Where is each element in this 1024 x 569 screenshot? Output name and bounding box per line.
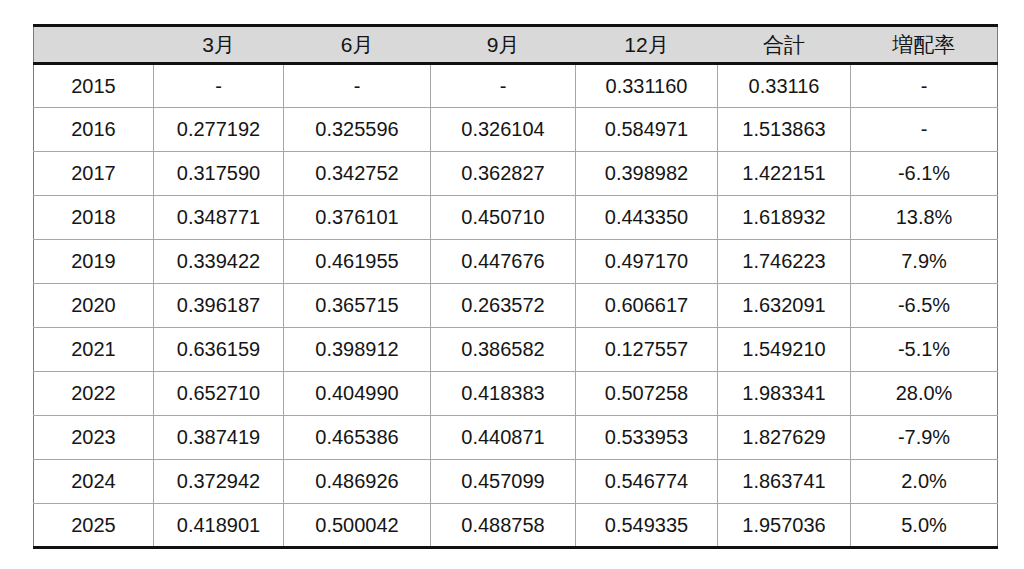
column-header: 12月 — [576, 26, 718, 64]
table-cell: 5.0% — [851, 504, 998, 548]
table-cell: - — [851, 108, 998, 152]
table-cell: 0.404990 — [284, 372, 431, 416]
column-header: 増配率 — [851, 26, 998, 64]
table-cell: 0.342752 — [284, 152, 431, 196]
table-row: 20190.3394220.4619550.4476760.4971701.74… — [34, 240, 998, 284]
table-cell: 0.443350 — [576, 196, 718, 240]
table-cell: 0.348771 — [154, 196, 284, 240]
table-row: 20200.3961870.3657150.2635720.6066171.63… — [34, 284, 998, 328]
table-cell: 1.632091 — [718, 284, 851, 328]
table-cell: - — [284, 64, 431, 108]
table-cell: 0.317590 — [154, 152, 284, 196]
table-cell: 0.636159 — [154, 328, 284, 372]
table-cell: 0.398982 — [576, 152, 718, 196]
table-cell: 0.533953 — [576, 416, 718, 460]
table-cell: 0.500042 — [284, 504, 431, 548]
table-cell: 0.450710 — [431, 196, 576, 240]
table-cell: -6.5% — [851, 284, 998, 328]
table-cell: - — [154, 64, 284, 108]
year-cell: 2023 — [34, 416, 154, 460]
page: 3月6月9月12月合計増配率 2015---0.3311600.33116-20… — [0, 0, 1024, 569]
year-cell: 2021 — [34, 328, 154, 372]
year-cell: 2018 — [34, 196, 154, 240]
table-cell: 0.339422 — [154, 240, 284, 284]
column-header: 6月 — [284, 26, 431, 64]
table-cell: 0.127557 — [576, 328, 718, 372]
table-cell: 0.652710 — [154, 372, 284, 416]
table-cell: 1.827629 — [718, 416, 851, 460]
year-cell: 2022 — [34, 372, 154, 416]
year-cell: 2020 — [34, 284, 154, 328]
table-cell: 7.9% — [851, 240, 998, 284]
table-row: 20220.6527100.4049900.4183830.5072581.98… — [34, 372, 998, 416]
column-header: 合計 — [718, 26, 851, 64]
table-cell: 1.549210 — [718, 328, 851, 372]
dividend-table: 3月6月9月12月合計増配率 2015---0.3311600.33116-20… — [33, 24, 998, 549]
table-cell: 0.507258 — [576, 372, 718, 416]
table-body: 2015---0.3311600.33116-20160.2771920.325… — [34, 64, 998, 548]
table-cell: 0.584971 — [576, 108, 718, 152]
table-cell: 1.513863 — [718, 108, 851, 152]
table-cell: -5.1% — [851, 328, 998, 372]
table-cell: 2.0% — [851, 460, 998, 504]
table-cell: 0.606617 — [576, 284, 718, 328]
table-cell: 0.376101 — [284, 196, 431, 240]
table-cell: 1.983341 — [718, 372, 851, 416]
table-cell: 0.549335 — [576, 504, 718, 548]
column-header-empty — [34, 26, 154, 64]
year-cell: 2025 — [34, 504, 154, 548]
table-cell: 1.422151 — [718, 152, 851, 196]
table-row: 20160.2771920.3255960.3261040.5849711.51… — [34, 108, 998, 152]
table-cell: 0.387419 — [154, 416, 284, 460]
table-cell: 1.863741 — [718, 460, 851, 504]
table-cell: 0.447676 — [431, 240, 576, 284]
table-cell: 13.8% — [851, 196, 998, 240]
table-cell: 0.331160 — [576, 64, 718, 108]
table-cell: - — [431, 64, 576, 108]
table-row: 2015---0.3311600.33116- — [34, 64, 998, 108]
year-cell: 2019 — [34, 240, 154, 284]
table-row: 20180.3487710.3761010.4507100.4433501.61… — [34, 196, 998, 240]
table-cell: 0.365715 — [284, 284, 431, 328]
table-cell: 0.398912 — [284, 328, 431, 372]
table-cell: 0.497170 — [576, 240, 718, 284]
table-row: 20170.3175900.3427520.3628270.3989821.42… — [34, 152, 998, 196]
year-cell: 2015 — [34, 64, 154, 108]
table-cell: 1.618932 — [718, 196, 851, 240]
table-cell: 0.488758 — [431, 504, 576, 548]
table-cell: - — [851, 64, 998, 108]
table-cell: 1.746223 — [718, 240, 851, 284]
year-cell: 2017 — [34, 152, 154, 196]
table-cell: 0.486926 — [284, 460, 431, 504]
table-cell: 0.418383 — [431, 372, 576, 416]
table-cell: 0.325596 — [284, 108, 431, 152]
table-row: 20210.6361590.3989120.3865820.1275571.54… — [34, 328, 998, 372]
table-cell: -7.9% — [851, 416, 998, 460]
table-cell: 0.440871 — [431, 416, 576, 460]
table-row: 20230.3874190.4653860.4408710.5339531.82… — [34, 416, 998, 460]
table-cell: 0.372942 — [154, 460, 284, 504]
table-cell: 0.326104 — [431, 108, 576, 152]
table-cell: 1.957036 — [718, 504, 851, 548]
year-cell: 2016 — [34, 108, 154, 152]
table-cell: 0.33116 — [718, 64, 851, 108]
table-cell: 0.457099 — [431, 460, 576, 504]
table-cell: 0.362827 — [431, 152, 576, 196]
table-row: 20250.4189010.5000420.4887580.5493351.95… — [34, 504, 998, 548]
column-header: 3月 — [154, 26, 284, 64]
table-cell: -6.1% — [851, 152, 998, 196]
table-cell: 0.386582 — [431, 328, 576, 372]
table-cell: 28.0% — [851, 372, 998, 416]
table-cell: 0.546774 — [576, 460, 718, 504]
column-header: 9月 — [431, 26, 576, 64]
table-cell: 0.277192 — [154, 108, 284, 152]
table-row: 20240.3729420.4869260.4570990.5467741.86… — [34, 460, 998, 504]
header-row: 3月6月9月12月合計増配率 — [34, 26, 998, 64]
table-cell: 0.263572 — [431, 284, 576, 328]
table-cell: 0.465386 — [284, 416, 431, 460]
year-cell: 2024 — [34, 460, 154, 504]
table-cell: 0.418901 — [154, 504, 284, 548]
table-cell: 0.396187 — [154, 284, 284, 328]
table-cell: 0.461955 — [284, 240, 431, 284]
